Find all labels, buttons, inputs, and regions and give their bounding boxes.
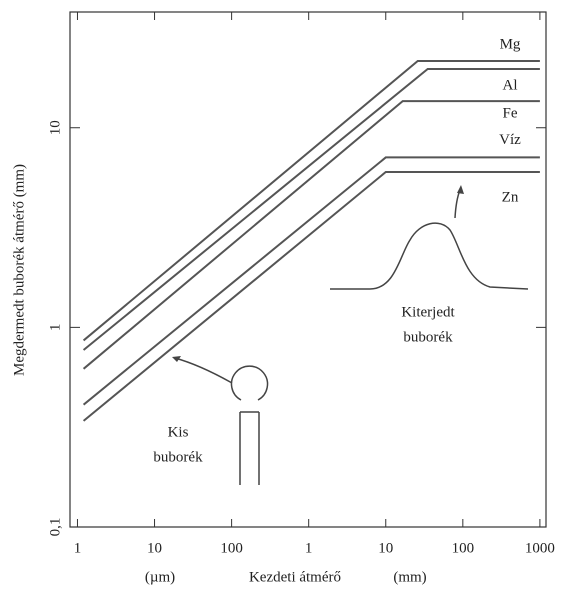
y-tick-label: 0,1	[47, 518, 63, 537]
x-unit: (µm)	[145, 569, 175, 585]
series-line	[82, 156, 540, 406]
x-axis-label: Kezdeti átmérő	[249, 569, 341, 585]
x-tick-label: 10	[147, 540, 162, 556]
x-tick-label: 100	[220, 540, 243, 556]
y-axis-label: Megdermedt buborék átmérő (mm)	[11, 164, 27, 376]
arrow-head	[172, 356, 181, 362]
arrow	[174, 357, 233, 384]
y-tick-label: 10	[47, 120, 63, 135]
x-tick-label: 100	[452, 540, 475, 556]
x-tick-label: 1	[305, 540, 313, 556]
annotation: buborék	[403, 329, 453, 345]
series-line	[82, 100, 540, 370]
series-line	[82, 59, 540, 342]
arrow-head	[457, 185, 464, 194]
y-tick-label: 1	[47, 324, 63, 332]
series-label: Al	[503, 77, 518, 93]
series-line	[82, 171, 540, 422]
series-line	[82, 67, 540, 351]
series-label: Víz	[499, 132, 521, 148]
plot-frame	[69, 11, 547, 528]
x-tick-label: 1	[74, 540, 82, 556]
expanded-bubble	[330, 222, 529, 290]
annotation: Kiterjedt	[401, 304, 455, 320]
series-label: Zn	[502, 189, 519, 205]
series-label: Mg	[500, 36, 521, 52]
small-bubble	[230, 365, 269, 485]
x-tick-label: 10	[378, 540, 393, 556]
arrow	[454, 189, 461, 219]
x-unit: (mm)	[393, 569, 426, 585]
annotation: Kis	[168, 424, 189, 440]
x-tick-label: 1000	[525, 540, 555, 556]
series-label: Fe	[503, 106, 518, 122]
annotation: buborék	[153, 449, 203, 465]
